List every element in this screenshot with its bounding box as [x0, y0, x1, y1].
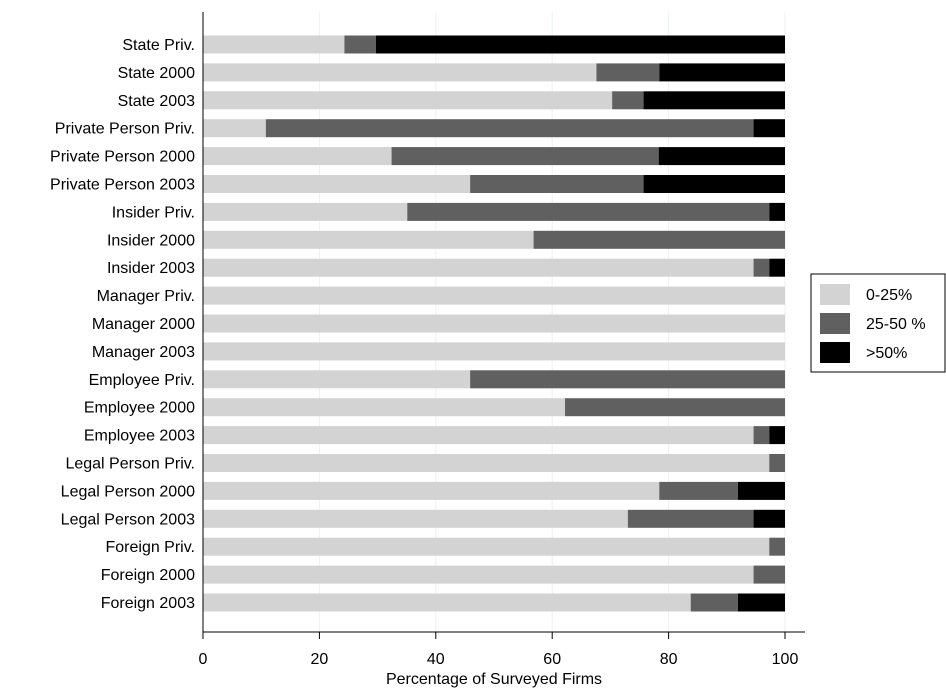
bar-segment	[203, 147, 392, 166]
category-label: State 2000	[118, 65, 196, 82]
category-label: Manager 2000	[92, 316, 195, 333]
bar-segment	[203, 230, 534, 249]
bar-segment	[753, 509, 785, 528]
category-label: Employee 2000	[84, 400, 195, 417]
bar-segment	[203, 537, 770, 556]
bar-segment	[344, 35, 376, 54]
category-label: Private Person 2003	[50, 177, 195, 194]
category-label: Manager Priv.	[97, 288, 195, 305]
x-tick-label: 80	[660, 651, 678, 668]
legend-label: >50%	[866, 345, 907, 362]
x-ticks: 0 20 40 60 80 100	[199, 632, 799, 668]
bar-segment	[203, 175, 471, 193]
bar-segment	[769, 537, 785, 556]
bar-segment	[769, 258, 785, 277]
category-labels: State Priv. State 2000 State 2003 Private P…	[50, 37, 195, 612]
category-label: Insider 2003	[107, 260, 195, 277]
legend-label: 0-25%	[866, 287, 912, 304]
legend-swatch	[820, 313, 850, 334]
bar-segment	[658, 147, 785, 166]
category-label: Manager 2003	[92, 344, 195, 361]
category-label: Legal Person 2003	[61, 511, 195, 528]
bar-segment	[203, 314, 785, 333]
x-tick-label: 60	[543, 651, 561, 668]
category-label: Foreign 2003	[101, 595, 195, 612]
legend-swatch	[820, 284, 850, 305]
bar-segment	[659, 63, 785, 82]
bar-segment	[643, 175, 785, 193]
axes	[202, 12, 805, 633]
bar-segment	[203, 481, 660, 500]
bar-segment	[265, 119, 754, 138]
bar-segment	[375, 35, 785, 54]
bar-segment	[769, 202, 785, 221]
bar-segment	[533, 230, 785, 249]
category-label: Employee 2003	[84, 428, 195, 445]
category-label: State 2003	[118, 93, 196, 110]
x-tick-label: 0	[199, 651, 208, 668]
bar-segment	[612, 91, 644, 110]
bar-segment	[753, 258, 770, 277]
category-label: Legal Person 2000	[61, 483, 195, 500]
bar-segment	[203, 286, 785, 305]
bar-segment	[769, 454, 785, 472]
bar-segment	[769, 426, 785, 445]
category-label: Legal Person Priv.	[65, 456, 195, 473]
bar-segment	[565, 398, 785, 417]
bar-segment	[753, 426, 770, 445]
category-label: Insider Priv.	[112, 204, 195, 221]
bar-segment	[203, 454, 770, 472]
category-label: Private Person 2000	[50, 149, 195, 166]
bar-segment	[203, 593, 691, 612]
x-tick-label: 100	[772, 651, 799, 668]
bar-segment	[659, 481, 738, 500]
bar-segment	[203, 398, 566, 417]
bar-segment	[643, 91, 785, 110]
bar-segment	[203, 35, 345, 54]
bar-segment	[753, 119, 785, 138]
bar-segment	[203, 202, 408, 221]
bar-segment	[470, 370, 785, 389]
bar-segment	[203, 370, 471, 389]
bar-segment	[203, 565, 754, 584]
bar-segment	[203, 426, 754, 445]
bar-segment	[203, 258, 754, 277]
bar-segment	[203, 342, 785, 361]
bar-segment	[737, 481, 785, 500]
category-label: State Priv.	[122, 37, 195, 54]
bar-segment	[596, 63, 660, 82]
bars	[203, 35, 785, 612]
x-axis-title: Percentage of Surveyed Firms	[386, 671, 602, 688]
category-label: Employee Priv.	[89, 372, 195, 389]
category-label: Private Person Priv.	[55, 121, 195, 138]
bar-segment	[470, 175, 644, 193]
x-tick-label: 40	[427, 651, 445, 668]
category-label: Foreign Priv.	[105, 539, 195, 556]
bar-segment	[737, 593, 785, 612]
legend-label: 25-50 %	[866, 316, 926, 333]
bar-segment	[690, 593, 738, 612]
bar-segment	[203, 119, 266, 138]
bar-segment	[753, 565, 785, 584]
bar-segment	[203, 509, 628, 528]
category-label: Insider 2000	[107, 232, 195, 249]
bar-segment	[203, 91, 613, 110]
bar-segment	[203, 63, 597, 82]
legend-swatch	[820, 342, 850, 363]
x-tick-label: 20	[311, 651, 329, 668]
bar-segment	[407, 202, 770, 221]
category-label: Foreign 2000	[101, 567, 195, 584]
bar-segment	[391, 147, 659, 166]
legend: 0-25% 25-50 % >50%	[810, 273, 946, 373]
bar-segment	[627, 509, 754, 528]
